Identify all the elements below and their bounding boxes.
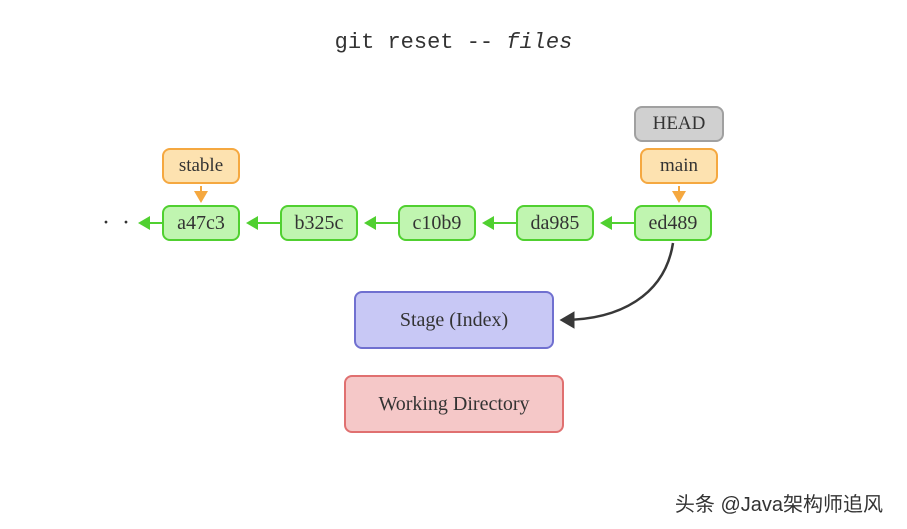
head-node: HEAD: [634, 106, 724, 142]
commit-node-0: a47c3: [162, 205, 240, 241]
branch-node-0: stable: [162, 148, 240, 184]
commit-node-3: da985: [516, 205, 594, 241]
commit-node-4: ed489: [634, 205, 712, 241]
working-directory-box: Working Directory: [344, 375, 564, 433]
branch-node-1: main: [640, 148, 718, 184]
title-prefix: git reset --: [335, 30, 507, 55]
arrows-layer: [0, 0, 907, 529]
diagram-title: git reset -- files: [0, 30, 907, 55]
stage-box: Stage (Index): [354, 291, 554, 349]
title-italic: files: [506, 30, 572, 55]
commit-node-2: c10b9: [398, 205, 476, 241]
watermark-text: 头条 @Java架构师追风: [675, 488, 883, 517]
commit-node-1: b325c: [280, 205, 358, 241]
ellipsis: · · ·: [102, 210, 153, 237]
